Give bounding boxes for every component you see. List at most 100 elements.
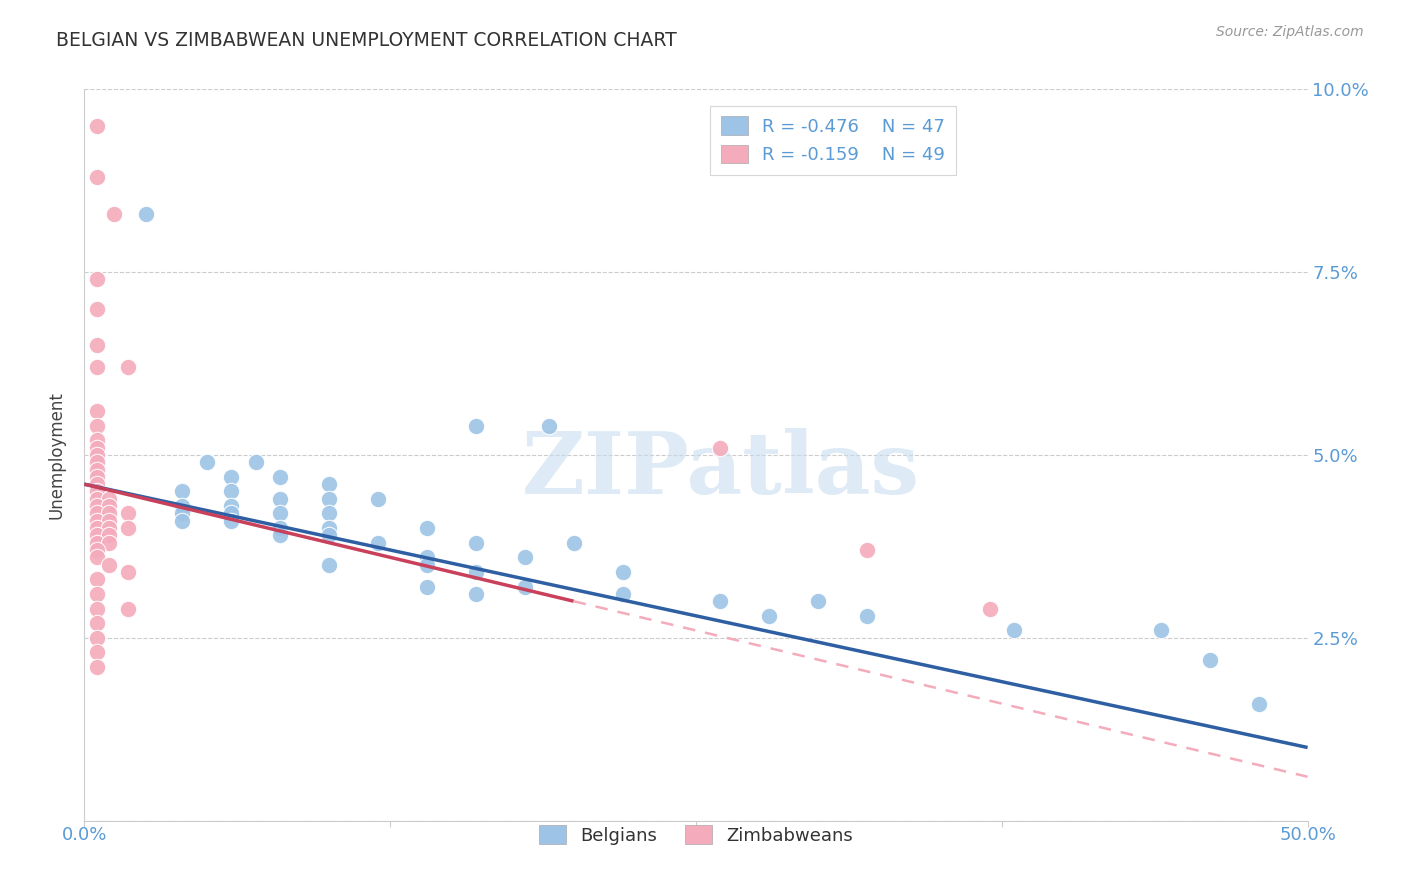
Point [219,499,242,513]
Point [416,521,439,535]
Point [219,484,242,499]
Point [269,491,291,506]
Point [86,470,108,484]
Point [86,448,108,462]
Y-axis label: Unemployment: Unemployment [48,391,66,519]
Point [269,521,291,535]
Point [562,535,585,549]
Point [979,601,1001,615]
Point [318,528,340,542]
Point [172,507,194,521]
Point [117,507,139,521]
Point [367,491,389,506]
Legend: Belgians, Zimbabweans: Belgians, Zimbabweans [531,818,860,852]
Point [97,535,120,549]
Point [172,514,194,528]
Point [86,528,108,542]
Text: ZIPatlas: ZIPatlas [522,427,920,511]
Point [86,169,108,184]
Point [1198,653,1220,667]
Point [86,572,108,586]
Point [416,558,439,572]
Point [1150,624,1173,638]
Point [318,477,340,491]
Point [464,565,486,579]
Point [709,594,731,608]
Point [86,360,108,375]
Point [318,491,340,506]
Point [86,616,108,631]
Text: 50.0%: 50.0% [1279,826,1336,844]
Point [86,418,108,433]
Point [86,514,108,528]
Point [245,455,267,469]
Point [86,550,108,565]
Text: Source: ZipAtlas.com: Source: ZipAtlas.com [1216,25,1364,39]
Point [86,543,108,558]
Point [86,587,108,601]
Point [538,418,561,433]
Point [97,491,120,506]
Point [86,301,108,316]
Point [219,470,242,484]
Point [318,558,340,572]
Point [416,580,439,594]
Point [97,558,120,572]
Point [172,484,194,499]
Text: BELGIAN VS ZIMBABWEAN UNEMPLOYMENT CORRELATION CHART: BELGIAN VS ZIMBABWEAN UNEMPLOYMENT CORRE… [56,31,678,50]
Point [117,601,139,615]
Point [612,565,634,579]
Point [219,507,242,521]
Point [269,507,291,521]
Point [367,535,389,549]
Point [86,462,108,476]
Point [709,441,731,455]
Point [103,206,125,220]
Point [86,601,108,615]
Point [117,521,139,535]
Point [612,587,634,601]
Point [172,499,194,513]
Point [117,360,139,375]
Point [513,550,536,565]
Point [97,528,120,542]
Point [135,206,157,220]
Point [464,418,486,433]
Point [513,580,536,594]
Point [86,477,108,491]
Point [269,528,291,542]
Point [97,521,120,535]
Point [86,441,108,455]
Point [97,499,120,513]
Point [219,514,242,528]
Point [86,660,108,674]
Point [758,608,780,623]
Point [86,404,108,418]
Point [856,608,879,623]
Point [856,543,879,558]
Point [117,565,139,579]
Point [97,514,120,528]
Point [1247,697,1270,711]
Point [86,535,108,549]
Point [269,470,291,484]
Point [807,594,830,608]
Point [86,119,108,133]
Text: 0.0%: 0.0% [62,826,107,844]
Point [1002,624,1025,638]
Point [195,455,218,469]
Point [464,535,486,549]
Point [86,521,108,535]
Point [464,587,486,601]
Point [86,434,108,448]
Point [86,272,108,286]
Point [416,550,439,565]
Point [318,507,340,521]
Point [86,455,108,469]
Point [86,507,108,521]
Point [86,484,108,499]
Point [86,338,108,352]
Point [318,521,340,535]
Point [86,645,108,659]
Point [86,631,108,645]
